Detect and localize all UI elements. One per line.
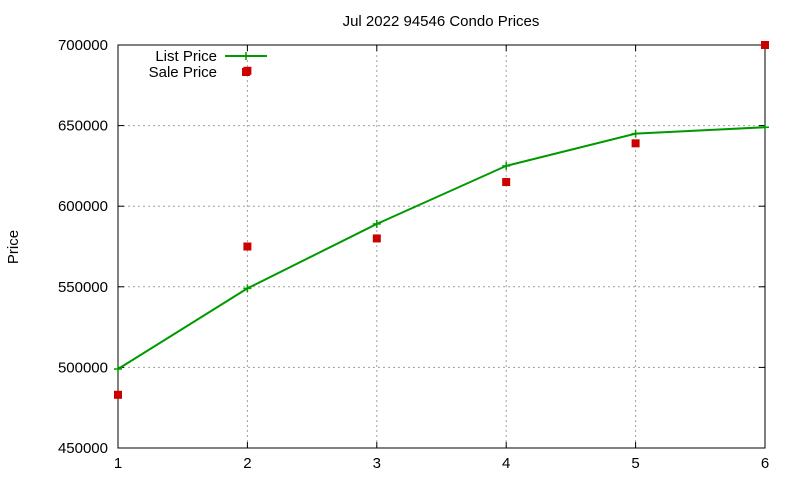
list-price-point xyxy=(761,123,769,132)
list-price-point xyxy=(372,219,381,228)
y-tick-label: 700000 xyxy=(58,37,108,54)
list-price-line xyxy=(117,126,766,370)
legend-marker-list-price xyxy=(242,52,250,60)
grid-layer xyxy=(118,45,765,448)
y-tick-label: 600000 xyxy=(58,198,108,215)
y-tick-label: 650000 xyxy=(58,118,108,135)
sale-price-point xyxy=(114,390,122,399)
x-tick-label: 3 xyxy=(373,455,381,472)
x-tick-label: 2 xyxy=(243,455,251,472)
list-price-point xyxy=(631,129,640,138)
list-price-point xyxy=(502,161,511,170)
list-price-point xyxy=(114,365,122,374)
x-tick-label: 5 xyxy=(631,455,639,472)
plot-frame xyxy=(117,44,766,449)
y-tick-label: 550000 xyxy=(58,279,108,296)
y-tick-label: 500000 xyxy=(58,359,108,376)
y-tick-label: 450000 xyxy=(58,440,108,457)
list-price-point xyxy=(243,284,252,293)
y-axis-label: Price xyxy=(5,230,22,264)
ticks-layer: 1 2 3 4 5 6 450000 500000 550000 600000 650000 7000… xyxy=(58,37,769,472)
sale-price-point xyxy=(631,139,640,148)
legend-label-sale-price: Sale Price xyxy=(149,64,217,81)
sale-price-point xyxy=(502,178,511,187)
x-tick-label: 6 xyxy=(761,455,769,472)
legend-swatch-sale-price xyxy=(242,68,250,76)
chart-title: Jul 2022 94546 Condo Prices xyxy=(343,13,540,30)
x-tick-label: 4 xyxy=(502,455,510,472)
sale-price-point xyxy=(243,242,252,251)
legend-label-list-price: List Price xyxy=(155,48,217,65)
series-layer xyxy=(114,41,769,399)
sale-price-point xyxy=(372,234,381,243)
sale-price-point xyxy=(761,41,769,49)
x-tick-label: 1 xyxy=(114,455,122,472)
